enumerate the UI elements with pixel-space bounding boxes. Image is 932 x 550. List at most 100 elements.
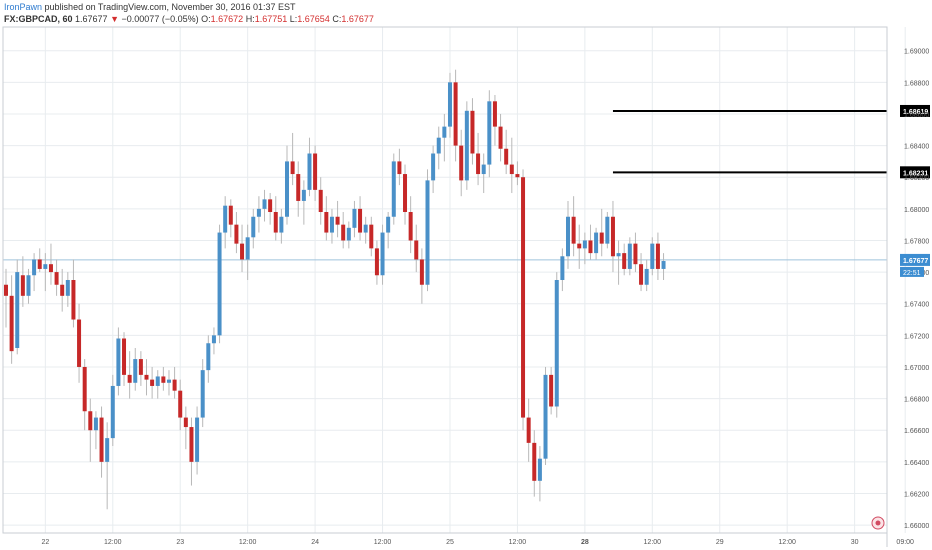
horizontal-levels[interactable]: 1.68619 1.68231 — [612, 104, 930, 179]
candle-body — [127, 374, 132, 383]
candle — [599, 208, 604, 257]
candle-body — [71, 280, 76, 320]
candle-body — [431, 153, 436, 181]
candle — [279, 208, 284, 244]
candle-body — [610, 216, 615, 257]
candle — [285, 145, 289, 225]
time-tick-label: 12:00 — [104, 539, 122, 546]
candle-body — [560, 256, 565, 280]
candle — [206, 335, 211, 383]
candle — [105, 422, 110, 510]
candle — [650, 237, 655, 276]
candle — [425, 169, 430, 292]
price-tick-label: 1.66000 — [904, 523, 929, 530]
high-value: 1.67751 — [254, 14, 288, 24]
ohlc-line: FX:GBPCAD, 60 1.67677 ▼ −0.00077 (−0.05%… — [4, 14, 374, 24]
candle — [99, 406, 104, 478]
time-axis-labels[interactable]: 22 12:00 23 12:00 24 12:00 25 12:00 28 12:00 29 12:… — [41, 539, 914, 546]
axes — [2, 26, 888, 547]
candle — [195, 406, 200, 475]
price-tick-label: 1.67400 — [904, 302, 929, 309]
candle — [515, 161, 520, 186]
candle — [560, 248, 565, 292]
price-tick-label: 1.67200 — [904, 333, 929, 340]
candle-body — [476, 153, 481, 175]
level-label: 1.68619 — [903, 109, 928, 116]
candle-body — [374, 248, 379, 276]
candle — [386, 212, 391, 249]
candle — [161, 366, 166, 391]
candle — [189, 417, 194, 486]
candle-body — [161, 376, 166, 383]
candle-body — [223, 205, 228, 233]
candle-body — [487, 101, 492, 165]
open-label: O: — [201, 14, 211, 24]
candle-body — [183, 417, 188, 428]
chart-header: IronPawn published on TradingView.com, N… — [0, 0, 932, 26]
candle — [240, 224, 245, 273]
price-tick-label: 1.68200 — [904, 175, 929, 182]
candle-body — [655, 243, 660, 269]
candle-body — [380, 232, 385, 276]
candle-body — [15, 272, 20, 348]
symbol-label[interactable]: FX:GBPCAD, 60 — [4, 14, 73, 24]
current-price-box — [900, 253, 930, 266]
candle — [155, 370, 160, 399]
candle-body — [566, 216, 570, 257]
low-label: L: — [289, 14, 298, 24]
time-tick-label: 12:00 — [374, 539, 392, 546]
candle — [4, 268, 8, 328]
candle — [138, 351, 143, 386]
candle — [127, 351, 132, 399]
candle — [82, 359, 87, 431]
author-link[interactable]: IronPawn — [4, 2, 43, 12]
candle-body — [9, 295, 14, 352]
candle-body — [414, 240, 419, 260]
candle-body — [307, 153, 312, 190]
candle — [566, 200, 570, 269]
candle — [150, 366, 155, 399]
candle-body — [639, 264, 644, 285]
candle-body — [644, 268, 649, 285]
candle — [122, 332, 127, 386]
low-value: 1.67654 — [297, 14, 330, 24]
candle-body — [189, 427, 194, 462]
candle-body — [138, 359, 143, 375]
time-tick-label: 23 — [176, 539, 184, 546]
candle — [655, 232, 660, 280]
candle — [616, 240, 621, 285]
candle — [504, 129, 509, 175]
time-tick-label: 12:00 — [509, 539, 527, 546]
price-axis-labels[interactable]: 1.69000 1.68800 1.68600 1.68400 1.68200 1.680… — [904, 49, 929, 530]
candle-body — [211, 335, 216, 344]
candle — [133, 347, 138, 391]
candle — [77, 303, 82, 383]
candle — [290, 132, 295, 186]
candle — [633, 232, 638, 273]
candle-body — [386, 216, 391, 233]
candle-body — [4, 284, 8, 296]
candle-body — [633, 243, 638, 265]
candle-body — [122, 338, 127, 375]
candle-body — [155, 376, 160, 386]
candle — [183, 406, 188, 450]
candle-body — [54, 272, 59, 285]
candle-body — [599, 232, 604, 244]
candle — [639, 253, 644, 292]
candle-body — [262, 199, 267, 209]
candle — [644, 259, 649, 292]
candle-body — [549, 374, 554, 407]
candle — [43, 253, 48, 292]
candle-body — [369, 224, 374, 249]
candle-body — [346, 227, 351, 241]
candle — [414, 224, 419, 273]
candle-body — [178, 390, 183, 418]
candle-body — [116, 338, 121, 386]
candle — [492, 94, 497, 146]
candle — [307, 137, 312, 197]
candle — [374, 240, 379, 285]
candle-body — [273, 212, 278, 233]
candle — [481, 153, 486, 194]
candle — [71, 259, 76, 328]
